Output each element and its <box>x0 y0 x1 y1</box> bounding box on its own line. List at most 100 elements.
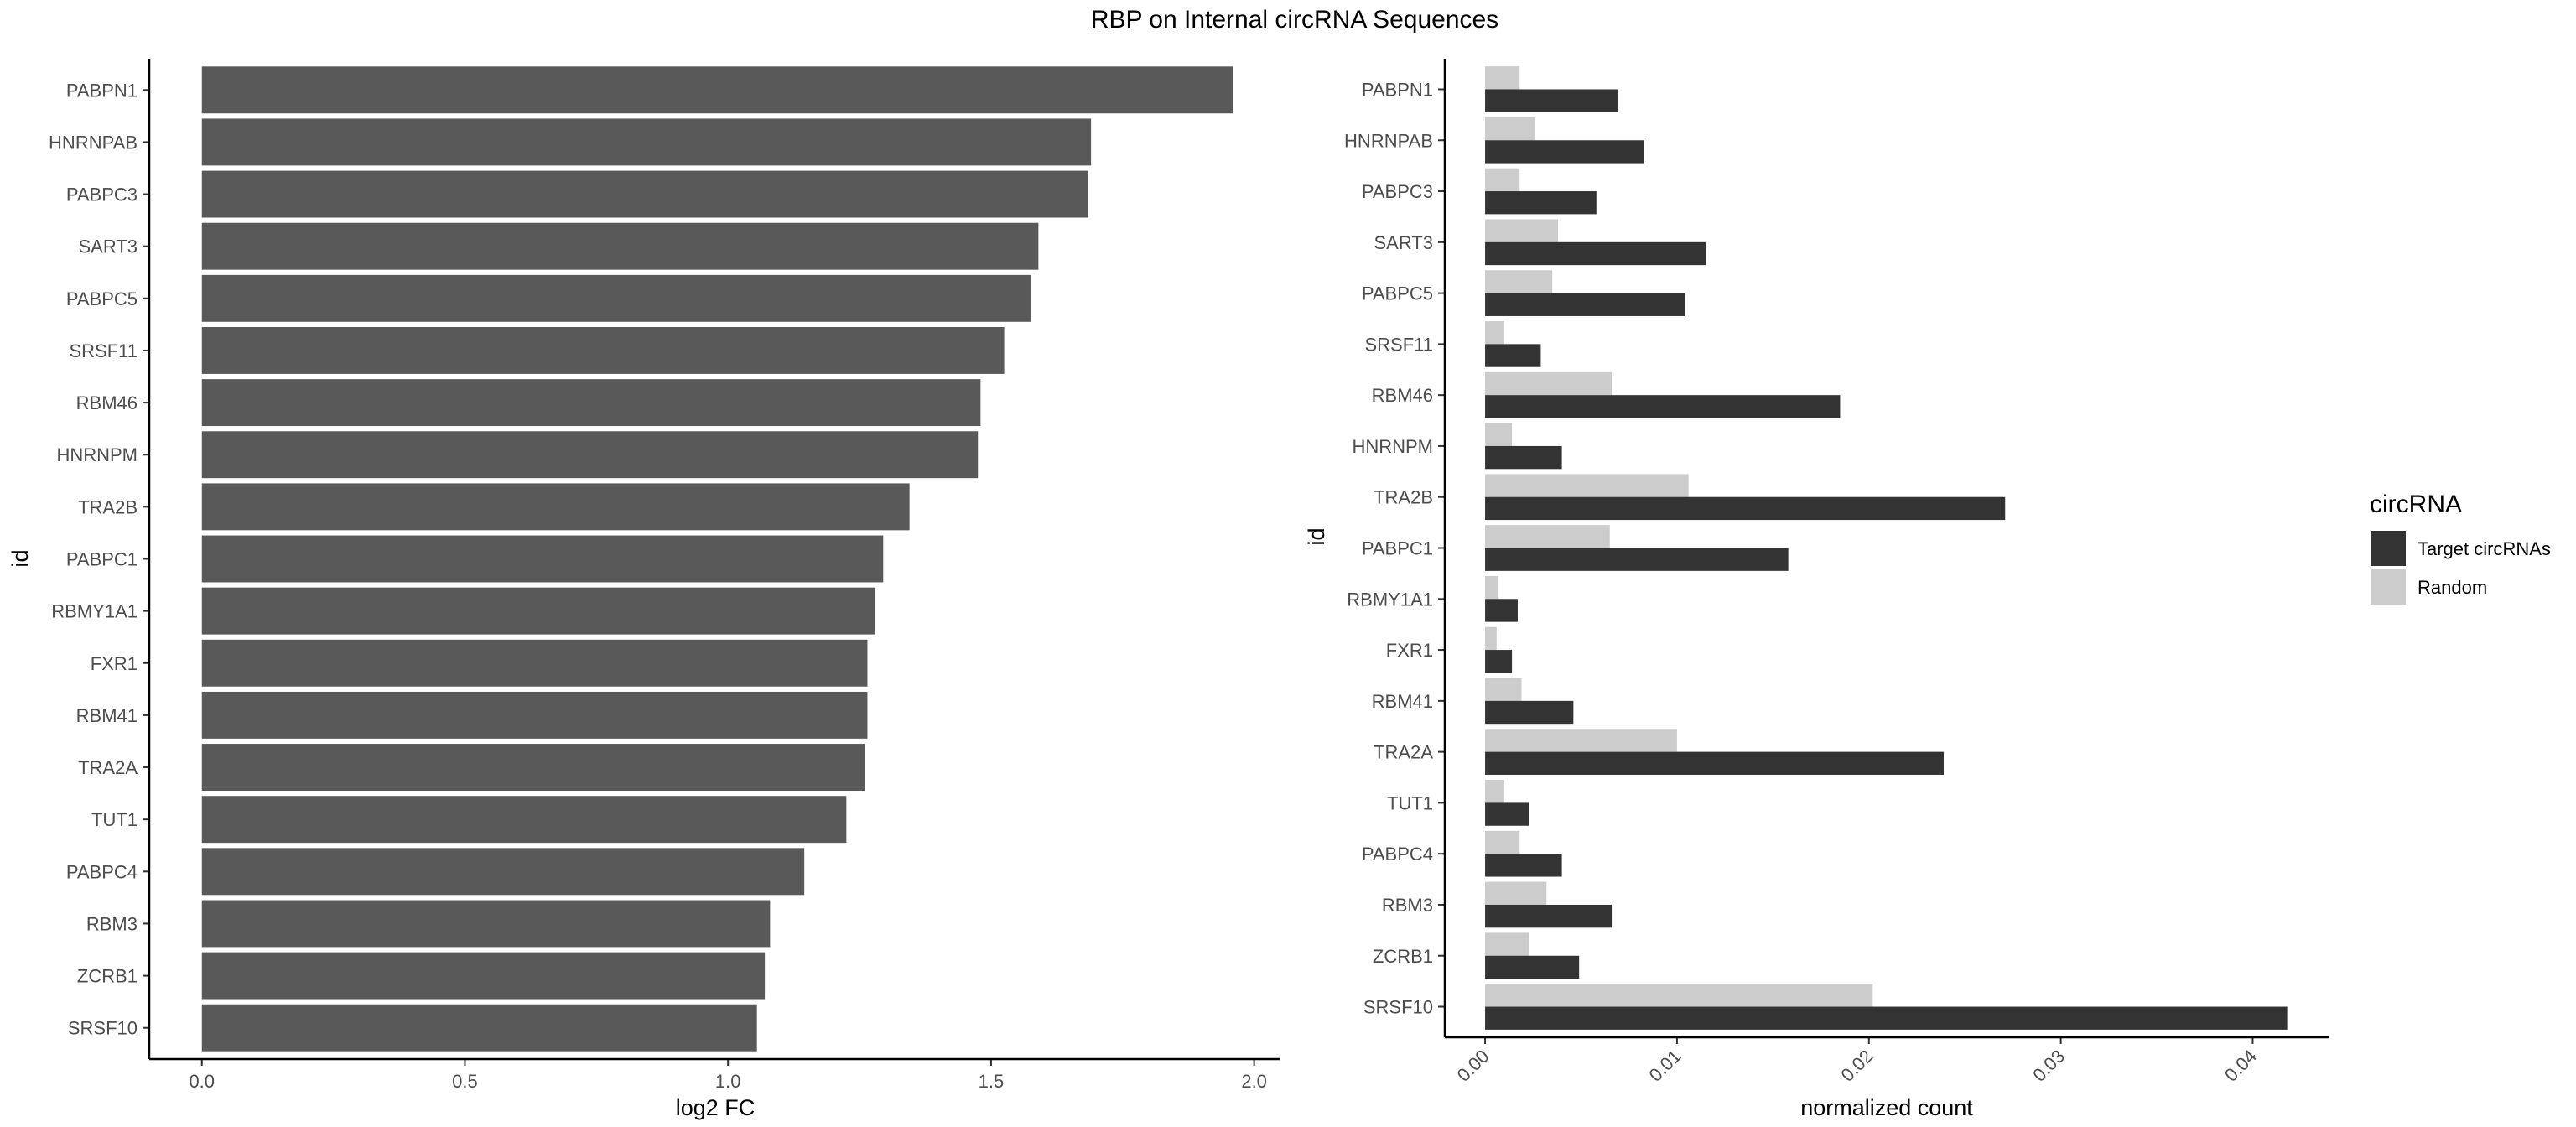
right-bar-random-rbm46 <box>1485 371 1613 396</box>
left-x-tick-label: 1.5 <box>979 1071 1005 1092</box>
right-y-tick-label: ZCRB1 <box>1373 946 1433 967</box>
left-bar-rbm41 <box>201 691 868 739</box>
right-bar-random-zcrb1 <box>1485 932 1530 956</box>
left-y-tick-label: RBM46 <box>76 392 138 413</box>
right-bar-random-rbmy1a1 <box>1485 575 1499 600</box>
right-x-tick-label: 0.04 <box>2220 1046 2261 1086</box>
right-bar-target-rbm3 <box>1485 904 1613 928</box>
right-bar-target-sart3 <box>1485 242 1706 266</box>
chart-title: RBP on Internal circRNA Sequences <box>1091 6 1498 34</box>
right-y-tick-label: SART3 <box>1374 232 1433 253</box>
right-y-tick-label: RBM46 <box>1372 385 1433 406</box>
right-panel: PABPN1 HNRNPAB PABPC3 SART3 PABPC5 SRSF11 RBM4… <box>1304 59 2329 1120</box>
left-y-tick-label: RBM3 <box>86 913 138 934</box>
right-x-tick-label: 0.02 <box>1836 1046 1877 1086</box>
right-bar-target-tra2a <box>1485 751 1945 775</box>
right-x-axis-label: normalized count <box>1800 1095 1973 1120</box>
right-y-tick-labels: PABPN1 HNRNPAB PABPC3 SART3 PABPC5 SRSF11 RBM4… <box>1344 79 1445 1018</box>
left-y-tick-label: TUT1 <box>91 809 138 830</box>
legend-swatch-target <box>2371 531 2406 566</box>
left-y-tick-label: FXR1 <box>91 653 138 674</box>
left-y-tick-label: SRSF10 <box>68 1018 138 1039</box>
left-bar-sart3 <box>201 222 1039 270</box>
right-bar-random-pabpc5 <box>1485 270 1553 293</box>
left-x-axis-label: log2 FC <box>676 1095 756 1120</box>
right-bar-random-pabpn1 <box>1485 66 1520 90</box>
legend: circRNA Target circRNAs Random <box>2370 491 2551 605</box>
left-x-tick-label: 2.0 <box>1241 1071 1267 1092</box>
left-y-tick-label: PABPC3 <box>66 184 138 205</box>
left-y-tick-label: SRSF11 <box>69 340 138 361</box>
right-bar-random-hnrnpab <box>1485 117 1535 141</box>
left-y-tick-label: PABPC1 <box>66 549 138 570</box>
left-x-tick-label: 0.0 <box>189 1071 215 1092</box>
right-y-tick-label: PABPC1 <box>1362 538 1433 559</box>
left-x-tick-label: 0.5 <box>452 1071 478 1092</box>
left-y-tick-label: TRA2A <box>78 757 138 778</box>
right-bar-target-pabpc5 <box>1485 293 1685 316</box>
left-bar-srsf11 <box>201 326 1005 374</box>
left-bar-tut1 <box>201 796 847 844</box>
right-bar-random-fxr1 <box>1485 626 1497 651</box>
left-y-tick-label: RBMY1A1 <box>51 601 138 622</box>
right-bars <box>1485 66 2288 1030</box>
right-bar-random-rbm3 <box>1485 881 1547 905</box>
legend-swatch-random <box>2371 569 2406 605</box>
right-y-tick-label: HNRNPAB <box>1344 130 1433 151</box>
left-bar-hnrnpm <box>201 431 979 479</box>
left-bar-fxr1 <box>201 639 868 687</box>
right-x-tick-label: 0.03 <box>2028 1046 2069 1086</box>
right-bar-random-srsf10 <box>1485 984 1873 1007</box>
right-y-tick-label: TUT1 <box>1387 792 1433 813</box>
right-bar-random-pabpc4 <box>1485 830 1520 854</box>
right-y-tick-label: RBM41 <box>1372 691 1433 712</box>
right-bar-target-pabpc4 <box>1485 854 1562 877</box>
right-bar-target-hnrnpab <box>1485 140 1645 164</box>
right-y-tick-label: TRA2B <box>1374 487 1433 508</box>
left-y-tick-label: PABPC5 <box>66 288 138 309</box>
right-bar-target-fxr1 <box>1485 650 1513 673</box>
left-y-tick-label: RBM41 <box>76 705 138 726</box>
right-bar-random-rbm41 <box>1485 678 1522 701</box>
right-bar-target-srsf11 <box>1485 344 1541 367</box>
left-y-tick-label: TRA2B <box>78 496 138 517</box>
left-panel: PABPN1 HNRNPAB PABPC3 SART3 PABPC5 SRSF11 RBM4… <box>8 59 1280 1120</box>
left-bar-rbm3 <box>201 900 771 948</box>
left-x-ticks: 0.0 0.5 1.0 1.5 2.0 <box>189 1059 1267 1092</box>
right-y-tick-label: TRA2A <box>1374 742 1433 763</box>
left-bar-rbm46 <box>201 379 981 427</box>
left-bar-pabpc1 <box>201 535 884 583</box>
right-bar-target-tra2b <box>1485 496 2006 521</box>
left-bar-srsf10 <box>201 1004 757 1052</box>
right-bar-target-pabpc1 <box>1485 548 1789 571</box>
right-bar-random-tra2b <box>1485 474 1689 497</box>
right-y-tick-label: RBM3 <box>1382 895 1433 916</box>
left-bar-rbmy1a1 <box>201 587 875 635</box>
left-y-tick-label: PABPC4 <box>66 861 138 882</box>
left-y-tick-label: SART3 <box>78 236 138 257</box>
left-y-tick-label: PABPN1 <box>66 80 138 101</box>
left-bar-pabpc3 <box>201 170 1088 218</box>
left-y-tick-label: HNRNPM <box>56 444 138 465</box>
right-y-tick-label: SRSF10 <box>1363 997 1433 1018</box>
left-bar-tra2b <box>201 483 910 531</box>
left-bar-tra2a <box>201 744 865 792</box>
left-bar-pabpc4 <box>201 848 805 896</box>
right-bar-random-tra2a <box>1485 729 1677 752</box>
right-y-tick-label: PABPC3 <box>1362 181 1433 202</box>
right-x-tick-label: 0.01 <box>1644 1046 1685 1086</box>
legend-title: circRNA <box>2370 491 2462 518</box>
right-y-tick-label: PABPC5 <box>1362 283 1433 304</box>
right-bar-random-pabpc3 <box>1485 168 1520 192</box>
right-x-tick-label: 0.00 <box>1453 1046 1493 1086</box>
right-y-tick-label: PABPC4 <box>1362 844 1433 865</box>
right-bar-random-srsf11 <box>1485 321 1504 345</box>
right-bar-target-zcrb1 <box>1485 955 1580 979</box>
right-bar-random-tut1 <box>1485 780 1504 803</box>
right-bar-target-tut1 <box>1485 802 1530 826</box>
legend-label-random: Random <box>2418 577 2487 598</box>
right-bar-target-pabpn1 <box>1485 89 1618 112</box>
legend-label-target: Target circRNAs <box>2418 538 2551 559</box>
right-bar-target-rbmy1a1 <box>1485 599 1518 622</box>
